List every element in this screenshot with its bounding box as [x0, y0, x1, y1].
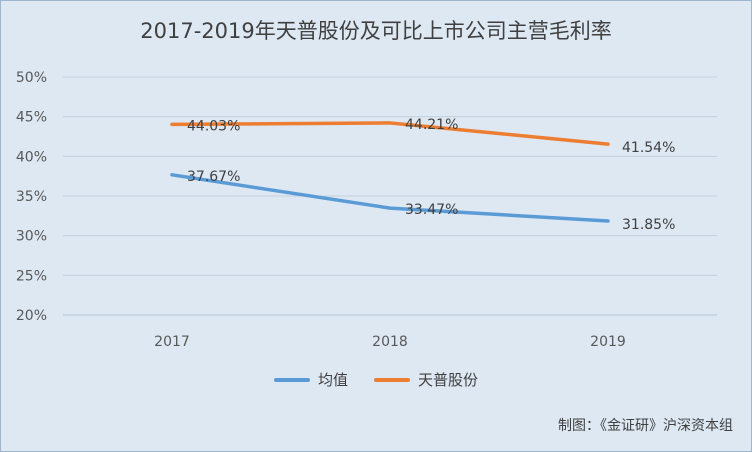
x-tick-label: 2017	[154, 334, 190, 350]
y-tick-label: 30%	[16, 229, 47, 245]
data-label: 44.21%	[405, 117, 458, 133]
y-tick-label: 25%	[16, 268, 47, 284]
legend-item-series-0: 均值	[273, 369, 348, 390]
data-label: 33.47%	[405, 202, 458, 218]
y-tick-label: 35%	[16, 189, 47, 205]
data-label: 44.03%	[187, 118, 240, 134]
data-label: 37.67%	[187, 169, 240, 185]
legend-swatch	[273, 377, 310, 382]
legend-item-series-1: 天普股份	[374, 369, 478, 390]
data-label: 31.85%	[622, 217, 675, 233]
chart-title: 2017-2019年天普股份及可比上市公司主营毛利率	[140, 19, 612, 43]
x-tick-label: 2018	[372, 334, 408, 350]
y-tick-label: 45%	[16, 110, 47, 126]
y-tick-label: 50%	[16, 70, 47, 86]
x-tick-label: 2019	[590, 334, 626, 350]
series-line-1	[170, 121, 610, 146]
series-line-0	[170, 173, 610, 223]
y-tick-label: 20%	[16, 308, 47, 324]
chart-legend: 均值 天普股份	[1, 369, 751, 390]
legend-swatch	[374, 377, 410, 382]
y-tick-label: 40%	[16, 149, 47, 165]
legend-label: 均值	[317, 371, 348, 389]
legend-label: 天普股份	[418, 371, 479, 389]
data-label: 41.54%	[622, 140, 675, 156]
source-credit: 制图：《金证研》沪深资本组	[558, 418, 733, 434]
